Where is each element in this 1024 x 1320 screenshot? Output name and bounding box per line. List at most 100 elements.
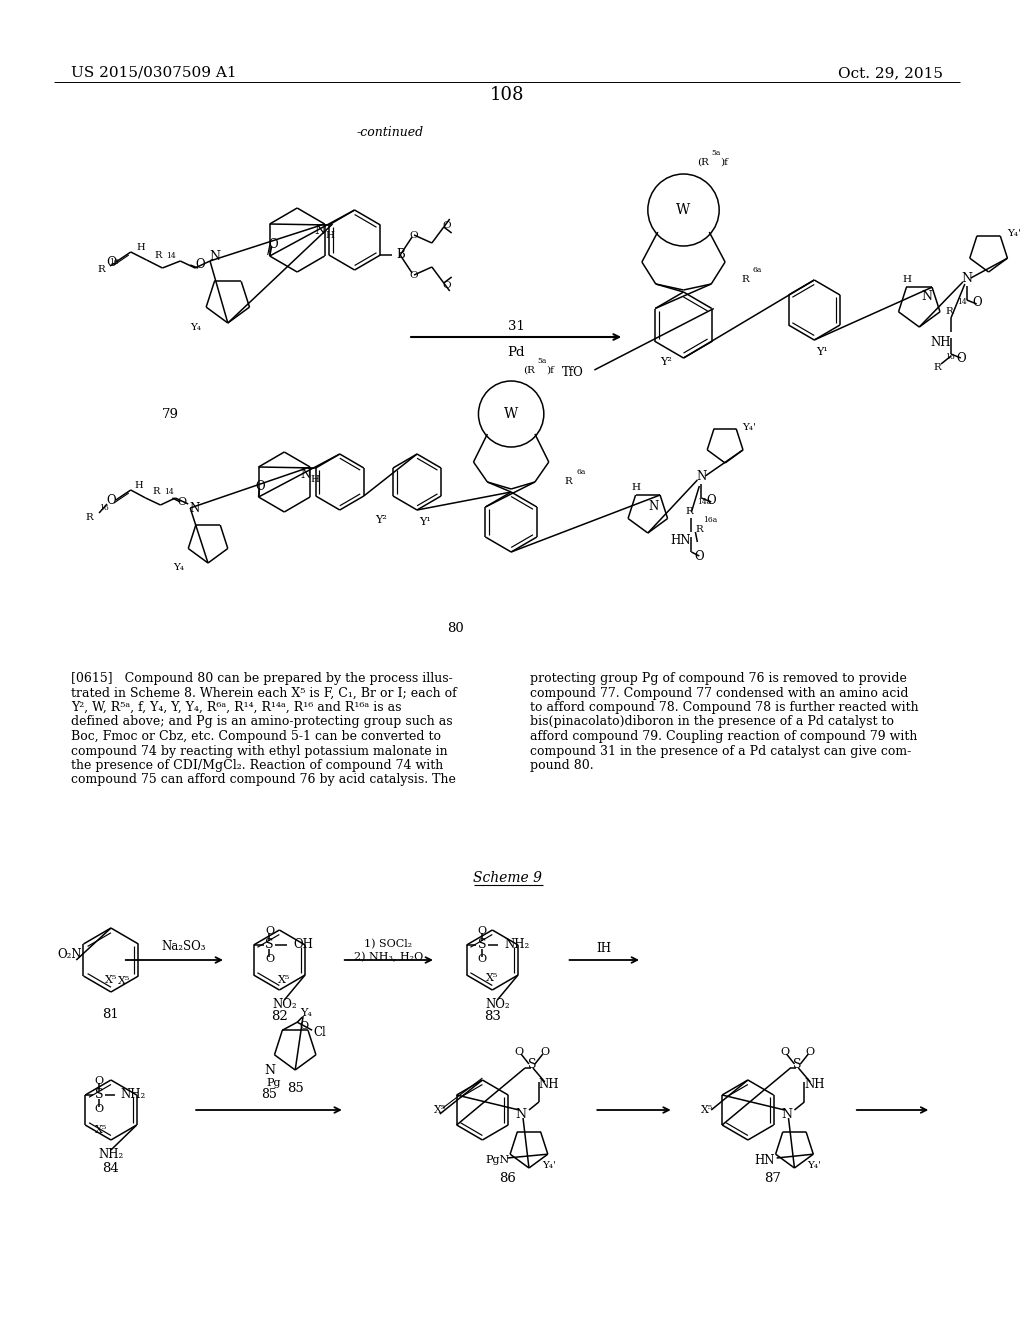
Text: NO₂: NO₂ [272,998,297,1011]
Text: [0615]   Compound 80 can be prepared by the process illus-: [0615] Compound 80 can be prepared by th… [72,672,453,685]
Text: Na₂SO₃: Na₂SO₃ [161,940,206,953]
Text: Y₄: Y₄ [173,564,183,573]
Text: X⁵: X⁵ [104,975,117,985]
Text: 83: 83 [484,1011,501,1023]
Text: 81: 81 [102,1008,120,1022]
Text: R: R [155,252,162,260]
Text: 6a: 6a [577,469,586,477]
Text: Y²: Y² [376,515,387,525]
Text: O: O [514,1047,523,1057]
Text: 108: 108 [489,86,524,104]
Text: H: H [310,474,319,483]
Text: 16: 16 [99,504,109,512]
Text: compound 74 by reacting with ethyl potassium malonate in: compound 74 by reacting with ethyl potas… [72,744,447,758]
Text: O: O [106,494,116,507]
Text: R: R [97,265,105,275]
Text: S: S [794,1059,802,1072]
Text: X⁵: X⁵ [434,1105,445,1115]
Text: X⁵: X⁵ [119,975,131,986]
Text: 84: 84 [102,1162,120,1175]
Text: NH₂: NH₂ [504,939,529,952]
Text: N: N [515,1109,526,1122]
Text: O: O [265,927,274,936]
Text: TfO: TfO [562,366,584,379]
Text: Y¹: Y¹ [816,347,828,356]
Text: Y₄': Y₄' [1008,230,1021,239]
Text: N: N [781,1109,792,1122]
Text: H: H [632,483,640,492]
Text: Boc, Fmoc or Cbz, etc. Compound 5-1 can be converted to: Boc, Fmoc or Cbz, etc. Compound 5-1 can … [72,730,441,743]
Text: 80: 80 [447,622,464,635]
Text: PgN: PgN [485,1155,509,1166]
Text: Oct. 29, 2015: Oct. 29, 2015 [838,66,943,81]
Text: O: O [178,498,186,507]
Text: Y₄': Y₄' [742,424,756,433]
Text: R: R [153,487,160,496]
Text: O: O [780,1047,790,1057]
Text: HN: HN [671,533,691,546]
Text: S: S [265,939,273,952]
Text: O: O [442,220,451,230]
Text: 5a: 5a [537,356,546,366]
Text: NH: NH [539,1078,559,1092]
Text: O: O [806,1047,815,1057]
Text: N: N [922,290,933,304]
Text: NO₂: NO₂ [485,998,510,1011]
Text: O: O [972,297,982,309]
Text: W: W [677,203,690,216]
Text: S: S [478,939,486,952]
Text: Y₄: Y₄ [300,1008,312,1018]
Text: compound 77. Compound 77 condensed with an amino acid: compound 77. Compound 77 condensed with … [530,686,908,700]
Text: O: O [94,1076,103,1086]
Text: 16: 16 [945,352,954,360]
Text: O: O [541,1047,550,1057]
Text: 16a: 16a [703,516,718,524]
Text: R: R [85,513,93,523]
Text: S: S [527,1059,537,1072]
Text: NH₂: NH₂ [121,1089,146,1101]
Text: US 2015/0307509 A1: US 2015/0307509 A1 [72,66,237,81]
Text: 31: 31 [508,319,524,333]
Text: HN: HN [755,1154,775,1167]
Text: O: O [410,231,419,239]
Text: 85: 85 [261,1088,278,1101]
Text: O: O [478,927,487,936]
Text: O: O [105,256,116,268]
Text: H: H [136,243,145,252]
Text: O: O [268,238,278,251]
Text: Y², W, R⁵ᵃ, f, Y₄, Y, Y₄, R⁶ᵃ, R¹⁴, R¹⁴ᵃ, R¹⁶ and R¹⁶ᵃ is as: Y², W, R⁵ᵃ, f, Y₄, Y, Y₄, R⁶ᵃ, R¹⁴, R¹⁴ᵃ… [72,701,401,714]
Text: R: R [741,276,749,285]
Text: 5a: 5a [712,149,721,157]
Text: compound 31 in the presence of a Pd catalyst can give com-: compound 31 in the presence of a Pd cata… [530,744,911,758]
Text: O: O [694,549,705,562]
Text: O₂N: O₂N [57,949,82,961]
Text: afford compound 79. Coupling reaction of compound 79 with: afford compound 79. Coupling reaction of… [530,730,918,743]
Text: B: B [396,248,404,261]
Text: O: O [196,257,205,271]
Text: R: R [945,308,953,317]
Text: pound 80.: pound 80. [530,759,594,772]
Text: defined above; and Pg is an amino-protecting group such as: defined above; and Pg is an amino-protec… [72,715,453,729]
Text: W: W [504,407,518,421]
Text: 14: 14 [956,298,967,306]
Text: (R: (R [523,366,535,375]
Text: Y₄': Y₄' [807,1162,821,1171]
Text: NH: NH [804,1078,824,1092]
Text: NH: NH [931,335,951,348]
Text: H: H [903,276,911,285]
Text: bis(pinacolato)diboron in the presence of a Pd catalyst to: bis(pinacolato)diboron in the presence o… [530,715,894,729]
Text: Y₄': Y₄' [542,1162,556,1171]
Text: )f: )f [720,157,728,166]
Text: 87: 87 [764,1172,781,1184]
Text: 14a: 14a [697,498,712,506]
Text: Y¹: Y¹ [419,517,431,527]
Text: 82: 82 [271,1011,288,1023]
Text: N: N [962,272,973,285]
Text: H: H [325,231,334,240]
Text: Pd: Pd [507,346,525,359]
Text: 16: 16 [109,257,119,267]
Text: N: N [189,503,200,516]
Text: N: N [264,1064,274,1077]
Text: Pg: Pg [266,1078,281,1088]
Text: O: O [256,479,265,492]
